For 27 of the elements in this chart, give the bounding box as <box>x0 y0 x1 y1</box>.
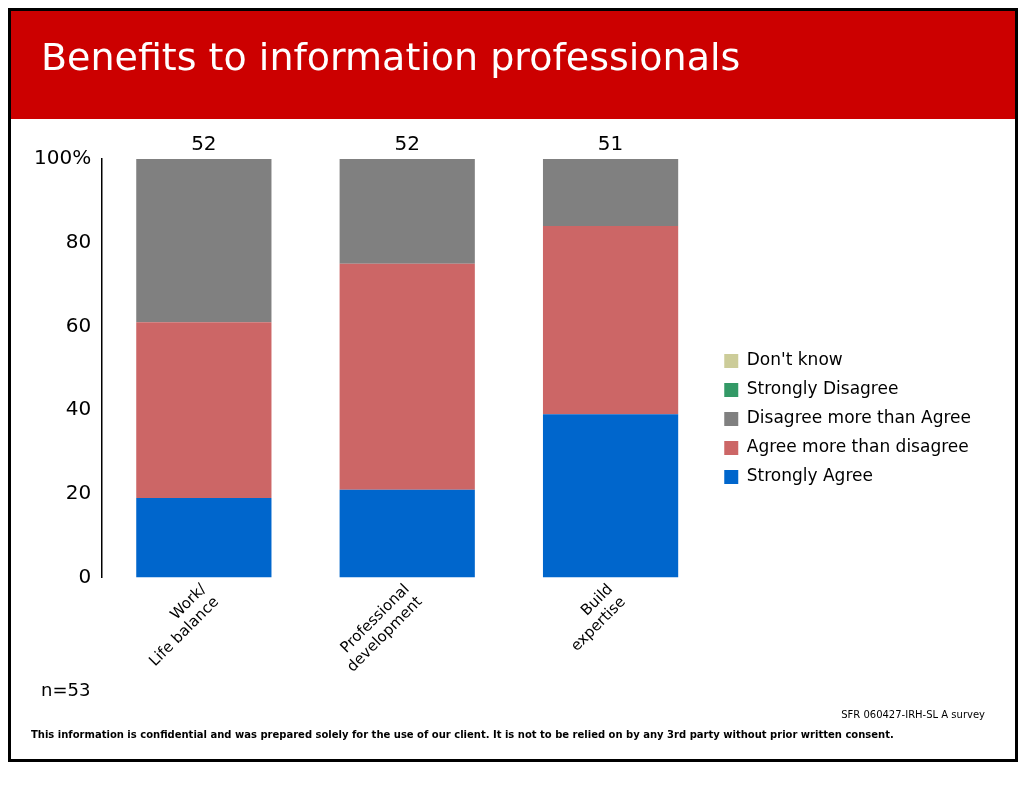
y-tick-label: 40 <box>65 396 92 421</box>
bar <box>542 414 679 578</box>
y-tick-label: 60 <box>65 312 92 337</box>
chart-title: Benefits to information professionals <box>11 11 1015 119</box>
annotation: 51 <box>597 131 624 156</box>
bar <box>136 322 272 499</box>
text: n=53 <box>41 679 91 700</box>
legend-label: Disagree more than Agree <box>746 407 971 428</box>
bar <box>339 489 475 578</box>
annotation: 52 <box>191 131 217 156</box>
legend-label: Strongly Agree <box>746 465 873 486</box>
y-tick-label: 0 <box>78 563 92 588</box>
annotation: 52 <box>394 131 420 156</box>
bar <box>136 498 272 578</box>
bar <box>542 159 679 226</box>
text: This information is confidential and was prepared solely for the use of our client. It is not to be relied on by any 3rd party without prior written consent. <box>31 729 894 740</box>
bar <box>136 159 272 323</box>
y-tick-label: 80 <box>65 228 92 253</box>
y-tick-label: 20 <box>65 480 92 505</box>
bar <box>339 263 475 490</box>
legend-label: Strongly Disagree <box>746 378 899 399</box>
text: SFR 060427-IRH-SL A survey <box>841 709 985 720</box>
legend-label: Don't know <box>746 349 843 370</box>
bar <box>339 159 475 264</box>
y-tick-label: 100% <box>33 145 92 170</box>
bar <box>542 225 679 415</box>
legend-label: Agree more than disagree <box>746 436 969 457</box>
